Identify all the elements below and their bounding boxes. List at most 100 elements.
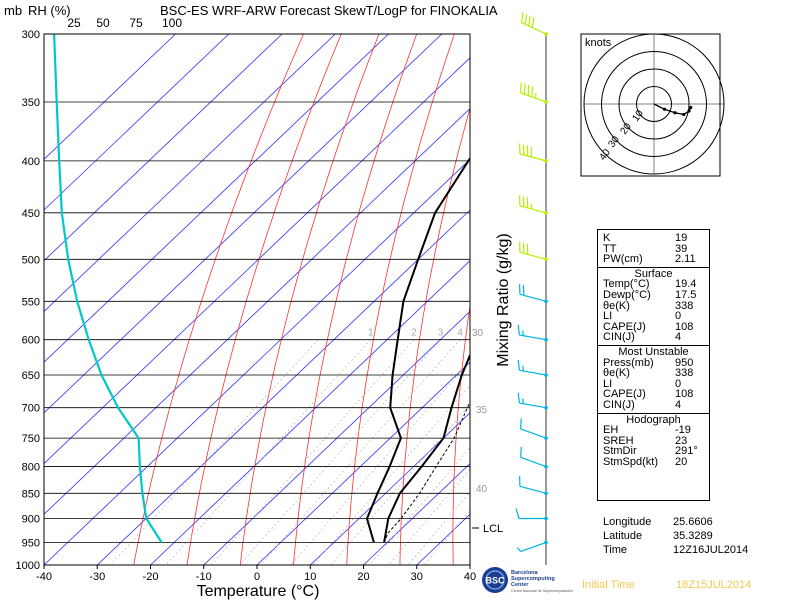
index-row: PW(cm) 2.11 <box>598 254 709 265</box>
wind-barb-flag <box>523 83 526 95</box>
wind-barb-half-flag <box>522 330 524 336</box>
dry-adiabat-line <box>739 34 772 565</box>
pressure-tick-label: 400 <box>22 156 40 168</box>
wind-barb-base <box>544 100 548 104</box>
index-key: EH <box>603 424 619 437</box>
index-row: SREH 23 <box>598 435 709 447</box>
wind-barb-flag <box>531 86 534 97</box>
index-value: 20 <box>675 455 688 468</box>
index-key: CIN(J) <box>603 398 635 411</box>
index-row: θe(K) 338 <box>598 368 709 379</box>
index-value: 0 <box>675 310 682 323</box>
pressure-tick-label: 950 <box>22 537 40 549</box>
x-tick-label: 0 <box>254 571 260 583</box>
wind-barb-flag <box>515 508 520 519</box>
wind-barb-flag <box>531 17 535 28</box>
x-tick-label: -10 <box>196 571 212 583</box>
index-value: -19 <box>675 424 691 437</box>
index-value: 4 <box>675 331 682 344</box>
lcl-label: LCL <box>483 523 503 535</box>
isotherm-line <box>256 361 470 565</box>
x-tick-label: -20 <box>143 571 159 583</box>
index-key: Dewp(°C) <box>603 288 651 301</box>
index-value: 108 <box>675 388 694 401</box>
dry-adiabat-line <box>504 34 567 565</box>
index-value: 338 <box>675 299 694 312</box>
dry-adiabat-line <box>346 34 455 565</box>
initial-time-label: Initial Time <box>582 579 635 591</box>
wind-barb-base <box>544 540 548 545</box>
dry-adiabat-line <box>133 34 304 565</box>
wind-barb-base <box>544 299 548 304</box>
index-value: 19 <box>675 232 688 244</box>
index-value: 19.4 <box>675 278 697 291</box>
index-row: CAPE(J) 108 <box>598 389 709 400</box>
wind-barb-flag <box>520 418 522 429</box>
x-axis-label: Temperature (°C) <box>197 583 320 600</box>
wind-barb <box>520 446 548 469</box>
index-row: Press(mb) 950 <box>598 356 709 369</box>
theta-label: 35 <box>476 405 488 416</box>
location-value: 12Z16JUL2014 <box>673 544 749 556</box>
pressure-tick-label: 550 <box>22 296 40 308</box>
index-value: 338 <box>675 367 694 380</box>
index-key: Press(mb) <box>603 356 654 369</box>
mixing-ratio-tick-label: 4 <box>457 328 463 339</box>
isotherm-line <box>44 34 443 414</box>
index-key: CIN(J) <box>603 331 635 344</box>
theta-label: 30 <box>472 328 484 339</box>
wind-barb-base <box>544 159 548 163</box>
isotherm-line <box>44 34 389 363</box>
wind-barb <box>519 143 548 163</box>
wind-barb-shaft <box>519 153 547 162</box>
wind-barb-flag <box>528 15 531 27</box>
pressure-tick-label: 350 <box>22 97 40 109</box>
index-row: StmDir 291° <box>598 446 709 457</box>
wind-barb-half-flag <box>522 365 524 372</box>
wind-barb-shaft <box>521 22 547 35</box>
wind-barb <box>519 195 548 215</box>
index-key: CAPE(J) <box>603 388 646 401</box>
mixing-ratio-line <box>312 384 470 565</box>
pressure-tick-label: 600 <box>22 335 40 347</box>
index-row: θe(K) 338 <box>598 299 709 312</box>
pressure-tick-label: 900 <box>22 514 40 526</box>
indices-panel: K 19 TT 39 PW(cm) 2.11 Surface Temp(°C) 19.4… <box>597 229 710 501</box>
location-row: Longitude 25.6606 <box>603 515 748 529</box>
index-value: 2.11 <box>675 253 696 266</box>
wind-barb <box>519 283 548 304</box>
wind-barb <box>519 475 548 496</box>
index-key: TT <box>603 242 617 255</box>
x-tick-label: 10 <box>304 571 316 583</box>
wind-barb-base <box>544 516 548 521</box>
location-row: Time 12Z16JUL2014 <box>603 543 748 557</box>
pressure-tick-label: 650 <box>22 370 40 382</box>
wind-barb-flag <box>520 446 522 458</box>
wind-barb <box>517 392 548 410</box>
wind-barb-base <box>544 373 548 377</box>
most-unstable-header: Most Unstable <box>618 345 689 358</box>
location-info: Longitude 25.6606 Latitude 35.3289 Time 12Z… <box>603 515 748 557</box>
index-value: 291° <box>675 445 698 458</box>
pressure-tick-label: 500 <box>22 254 40 266</box>
location-value: 25.6606 <box>673 516 713 528</box>
parcel-profile-line <box>383 401 470 543</box>
wind-barb-shaft <box>519 402 547 409</box>
wind-barb-shaft <box>519 293 547 302</box>
index-row: K 19 <box>598 233 709 244</box>
index-row: CAPE(J) 108 <box>598 321 709 333</box>
pressure-tick-label: 750 <box>22 433 40 445</box>
wind-barb-shaft <box>520 428 547 439</box>
index-row: LI 0 <box>598 311 709 322</box>
isotherm-line <box>44 108 470 515</box>
pressure-tick-label: 450 <box>22 208 40 220</box>
wind-barb-shaft <box>520 92 547 103</box>
initial-time-value: 18Z15JUL2014 <box>676 579 752 591</box>
rh-tick-label: 75 <box>129 16 143 30</box>
wind-barb-shaft <box>519 205 547 214</box>
logo-subtext: Centro Nacional de Supercomputación <box>511 589 573 593</box>
hodograph-point <box>673 111 677 115</box>
mixing-ratio-line <box>211 339 415 565</box>
location-row: Latitude 35.3289 <box>603 529 748 543</box>
